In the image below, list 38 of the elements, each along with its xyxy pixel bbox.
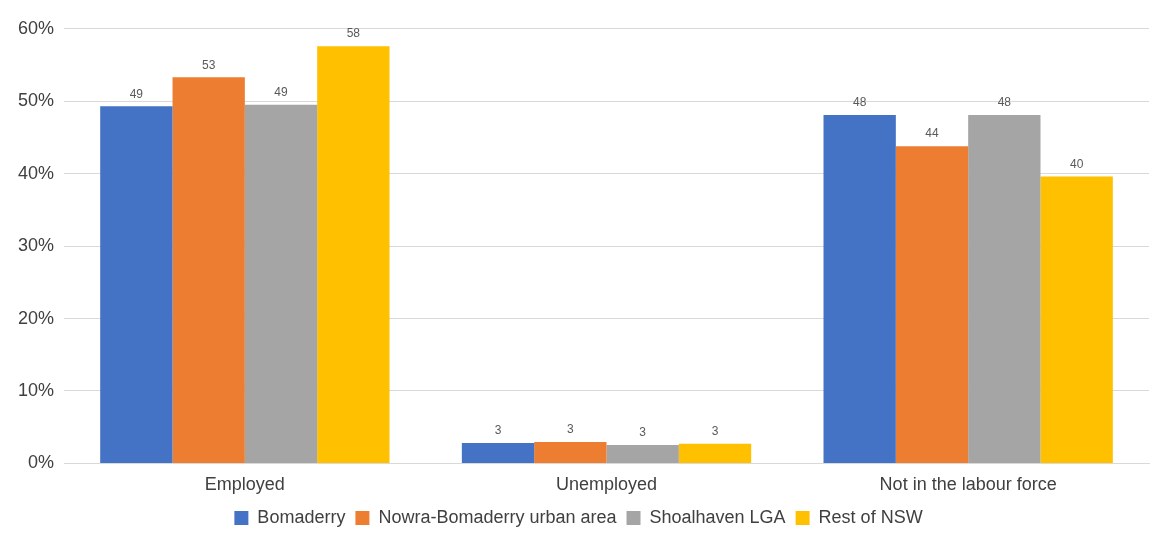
bar (534, 442, 607, 463)
y-tick-label: 20% (18, 307, 55, 328)
legend-label: Rest of NSW (818, 506, 923, 527)
data-label: 3 (494, 423, 502, 438)
x-tick-label: Unemployed (555, 474, 658, 495)
data-label: 44 (925, 126, 939, 141)
bar (100, 106, 173, 463)
data-label: 3 (711, 424, 719, 439)
bar (172, 77, 245, 463)
data-label: 3 (639, 425, 647, 440)
y-tick-label: 10% (18, 379, 55, 400)
data-label: 48 (997, 95, 1012, 110)
y-tick-label: 60% (18, 17, 55, 38)
bar (1040, 176, 1113, 463)
bar (461, 443, 535, 463)
data-label: 40 (1069, 156, 1084, 171)
y-tick-label: 40% (18, 162, 55, 183)
x-tick-label: Employed (204, 474, 285, 495)
legend-label: Shoalhaven LGA (649, 506, 786, 527)
y-tick-label: 50% (18, 90, 55, 111)
x-tick-label: Not in the labour force (879, 474, 1057, 495)
bar (968, 115, 1041, 463)
legend-label: Bomaderry (257, 506, 346, 527)
bar (678, 443, 752, 463)
data-label: 49 (129, 86, 144, 101)
data-label: 58 (346, 26, 361, 41)
legend-label: Nowra-Bomaderry urban area (378, 506, 618, 527)
data-label: 48 (852, 95, 867, 110)
bar (244, 104, 318, 463)
data-label: 49 (274, 85, 289, 100)
bar (606, 444, 679, 463)
bar (895, 146, 969, 463)
bar (823, 115, 896, 463)
y-tick-label: 0% (28, 452, 55, 473)
y-tick-label: 30% (18, 235, 55, 256)
data-label: 3 (567, 422, 574, 437)
data-label: 53 (202, 57, 216, 72)
bar (317, 46, 390, 463)
